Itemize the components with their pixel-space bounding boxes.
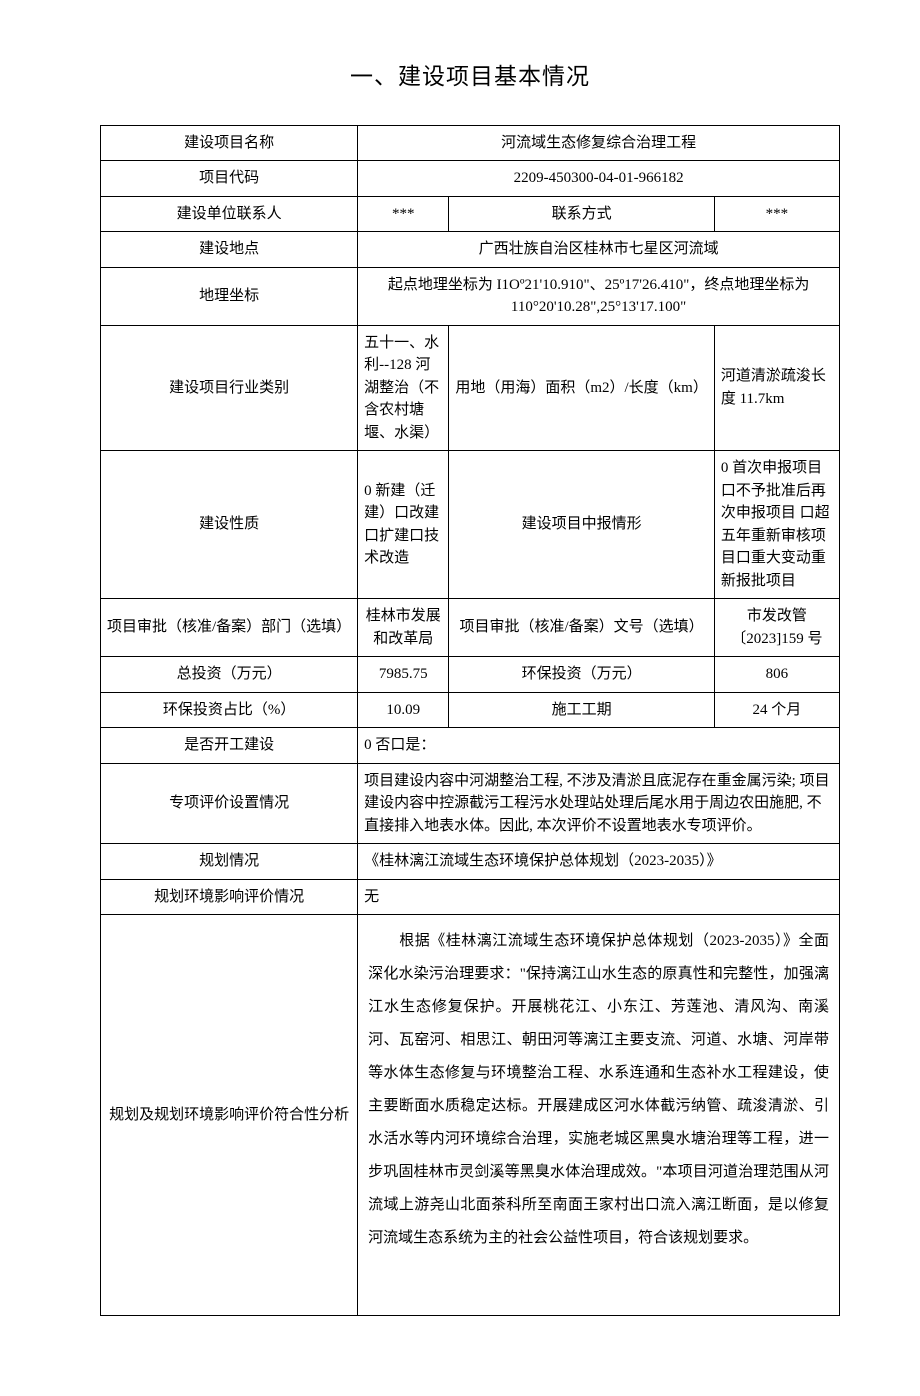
value-project-name: 河流域生态修复综合治理工程 <box>358 125 840 161</box>
label-contact-person: 建设单位联系人 <box>101 196 358 232</box>
value-started: 0 否口是： <box>358 728 840 764</box>
value-coords: 起点地理坐标为 I1Oº21'10.910"、25º17'26.410"，终点地… <box>358 267 840 325</box>
value-period: 24 个月 <box>714 692 839 728</box>
label-approval-dept: 项目审批（核准/备案）部门（选填） <box>101 599 358 657</box>
label-report-type: 建设项目中报情形 <box>449 451 715 599</box>
label-total-invest: 总投资（万元） <box>101 657 358 693</box>
row-project-name: 建设项目名称 河流域生态修复综合治理工程 <box>101 125 840 161</box>
value-nature: 0 新建（迁建）口改建 口扩建口技术改造 <box>358 451 449 599</box>
value-plan-env-eval: 无 <box>358 879 840 915</box>
value-env-ratio: 10.09 <box>358 692 449 728</box>
label-coords: 地理坐标 <box>101 267 358 325</box>
row-project-code: 项目代码 2209-450300-04-01-966182 <box>101 161 840 197</box>
label-special-eval: 专项评价设置情况 <box>101 763 358 844</box>
value-contact-info: *** <box>714 196 839 232</box>
value-compliance: 根据《桂林漓江流域生态环境保护总体规划（2023-2035）》全面深化水染污治理… <box>358 915 840 1316</box>
row-contact: 建设单位联系人 *** 联系方式 *** <box>101 196 840 232</box>
row-special-eval: 专项评价设置情况 项目建设内容中河湖整治工程, 不涉及清淤且底泥存在重金属污染;… <box>101 763 840 844</box>
label-plan-env-eval: 规划环境影响评价情况 <box>101 879 358 915</box>
value-industry: 五十一、水利--128 河湖整治（不含农村塘堰、水渠） <box>358 325 449 451</box>
label-nature: 建设性质 <box>101 451 358 599</box>
row-planning: 规划情况 《桂林漓江流域生态环境保护总体规划（2023-2035）》 <box>101 844 840 880</box>
label-contact-info: 联系方式 <box>449 196 715 232</box>
value-env-invest: 806 <box>714 657 839 693</box>
value-location: 广西壮族自治区桂林市七星区河流域 <box>358 232 840 268</box>
value-special-eval: 项目建设内容中河湖整治工程, 不涉及清淤且底泥存在重金属污染; 项目建设内容中控… <box>358 763 840 844</box>
label-compliance: 规划及规划环境影响评价符合性分析 <box>101 915 358 1316</box>
value-total-invest: 7985.75 <box>358 657 449 693</box>
row-plan-env-eval: 规划环境影响评价情况 无 <box>101 879 840 915</box>
row-industry: 建设项目行业类别 五十一、水利--128 河湖整治（不含农村塘堰、水渠） 用地（… <box>101 325 840 451</box>
value-planning: 《桂林漓江流域生态环境保护总体规划（2023-2035）》 <box>358 844 840 880</box>
value-approval-dept: 桂林市发展和改革局 <box>358 599 449 657</box>
label-land-area: 用地（用海）面积（m2）/长度（km） <box>449 325 715 451</box>
row-approval: 项目审批（核准/备案）部门（选填） 桂林市发展和改革局 项目审批（核准/备案）文… <box>101 599 840 657</box>
value-project-code: 2209-450300-04-01-966182 <box>358 161 840 197</box>
value-approval-doc: 市发改管〔2023]159 号 <box>714 599 839 657</box>
value-contact-person: *** <box>358 196 449 232</box>
value-report-type: 0 首次申报项目 口不予批准后再次申报项目 口超五年重新审核项目口重大变动重新报… <box>714 451 839 599</box>
label-env-invest: 环保投资（万元） <box>449 657 715 693</box>
label-industry: 建设项目行业类别 <box>101 325 358 451</box>
label-env-ratio: 环保投资占比（%） <box>101 692 358 728</box>
label-location: 建设地点 <box>101 232 358 268</box>
row-ratio: 环保投资占比（%） 10.09 施工工期 24 个月 <box>101 692 840 728</box>
label-planning: 规划情况 <box>101 844 358 880</box>
row-nature: 建设性质 0 新建（迁建）口改建 口扩建口技术改造 建设项目中报情形 0 首次申… <box>101 451 840 599</box>
value-land-area: 河道清淤疏浚长度 11.7km <box>714 325 839 451</box>
row-invest: 总投资（万元） 7985.75 环保投资（万元） 806 <box>101 657 840 693</box>
row-coords: 地理坐标 起点地理坐标为 I1Oº21'10.910"、25º17'26.410… <box>101 267 840 325</box>
label-project-name: 建设项目名称 <box>101 125 358 161</box>
project-info-page: 一、建设项目基本情况 建设项目名称 河流域生态修复综合治理工程 项目代码 220… <box>0 0 920 1396</box>
label-approval-doc: 项目审批（核准/备案）文号（选填） <box>449 599 715 657</box>
label-period: 施工工期 <box>449 692 715 728</box>
row-compliance: 规划及规划环境影响评价符合性分析 根据《桂林漓江流域生态环境保护总体规划（202… <box>101 915 840 1316</box>
row-location: 建设地点 广西壮族自治区桂林市七星区河流域 <box>101 232 840 268</box>
label-started: 是否开工建设 <box>101 728 358 764</box>
row-started: 是否开工建设 0 否口是： <box>101 728 840 764</box>
label-project-code: 项目代码 <box>101 161 358 197</box>
project-info-table: 建设项目名称 河流域生态修复综合治理工程 项目代码 2209-450300-04… <box>100 125 840 1317</box>
page-title: 一、建设项目基本情况 <box>100 60 840 95</box>
